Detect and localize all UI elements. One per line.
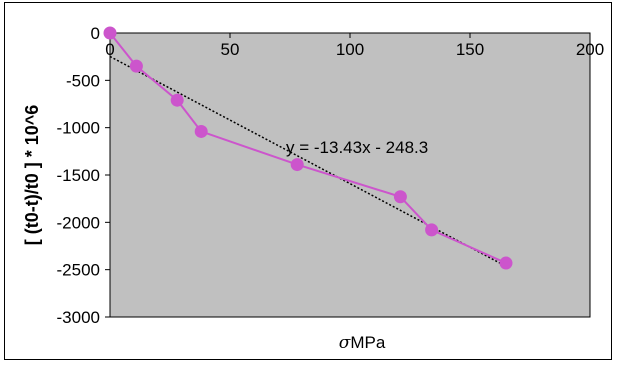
y-axis-label: [ (t0-t)/t0 ] * 10^6	[22, 105, 42, 246]
data-point	[194, 124, 208, 138]
x-tick-label: 50	[221, 40, 240, 59]
y-tick-label: 0	[91, 24, 100, 43]
series-line	[109, 32, 507, 264]
y-tick-label: -2000	[57, 213, 100, 232]
y-tick-label: -2500	[57, 261, 100, 280]
x-axis-label: σMPa	[339, 333, 386, 353]
trendline	[109, 55, 507, 267]
trendline-equation: y = -13.43x - 248.3	[286, 138, 428, 157]
y-tick-label: -1500	[57, 166, 100, 185]
x-axis-label-unit: MPa	[350, 333, 386, 352]
data-point	[290, 158, 304, 172]
data-point	[499, 256, 513, 270]
x-axis-label-symbol: σ	[339, 333, 351, 353]
series-layer	[103, 26, 513, 270]
x-tick-label: 100	[336, 40, 364, 59]
data-point	[103, 26, 117, 40]
y-tick-label: -1000	[57, 119, 100, 138]
data-point	[170, 93, 184, 107]
x-tick-label: 200	[576, 40, 604, 59]
trendline-layer	[109, 55, 507, 267]
x-tick-label: 150	[456, 40, 484, 59]
data-point	[129, 59, 143, 73]
data-point	[393, 190, 407, 204]
data-point	[425, 223, 439, 237]
x-axis: 0 50 100 150 200	[105, 32, 604, 59]
plot-area	[109, 32, 591, 318]
y-axis: 0 -500 -1000 -1500 -2000 -2500 -3000	[57, 24, 111, 327]
y-tick-label: -3000	[57, 308, 100, 327]
y-tick-label: -500	[66, 71, 100, 90]
x-tick-label: 0	[105, 40, 114, 59]
